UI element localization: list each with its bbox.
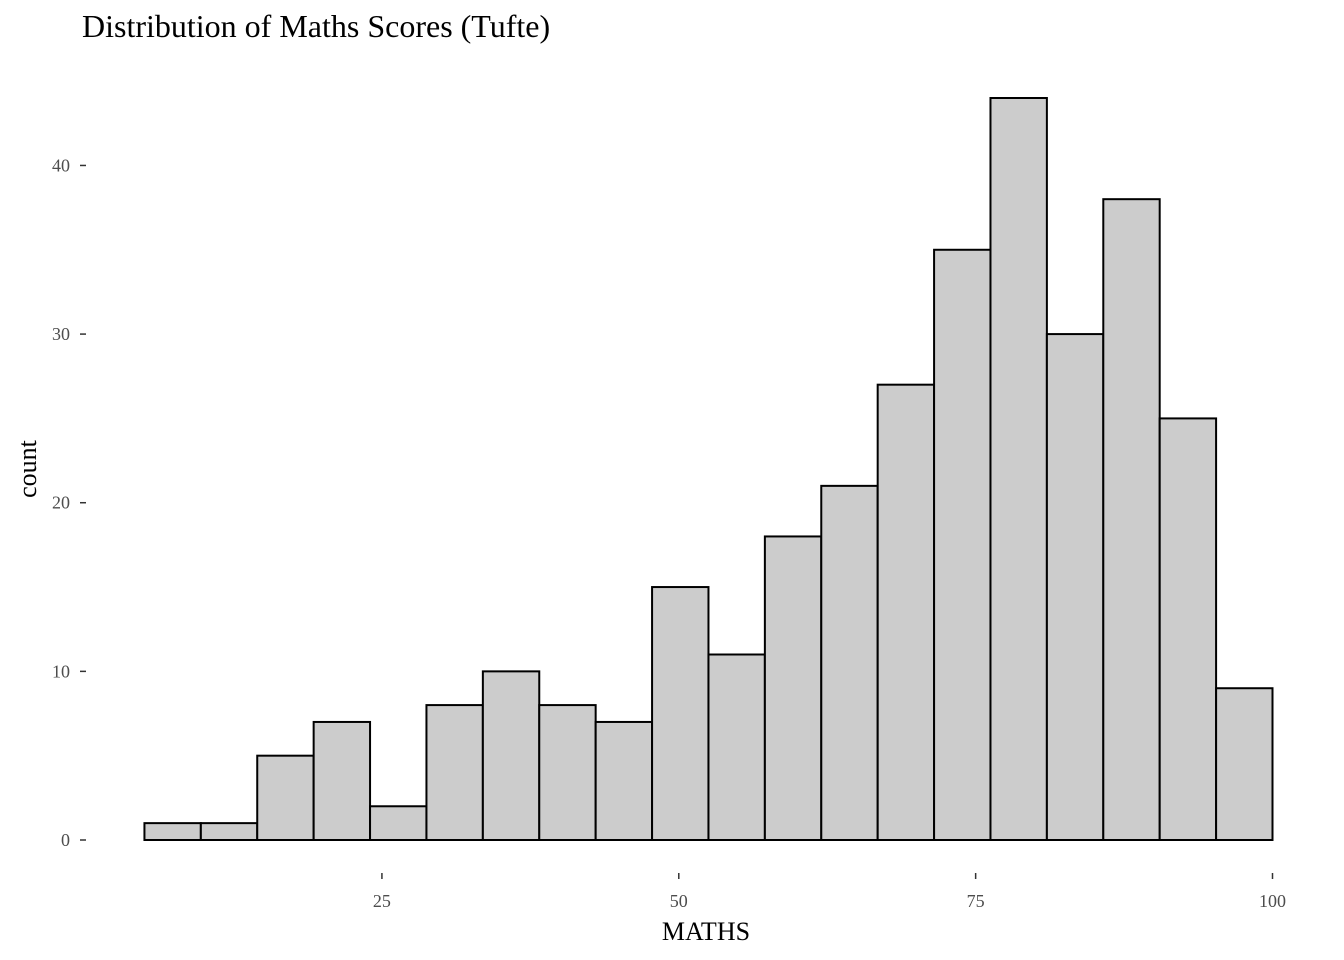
y-tick-label: 10 [52, 661, 70, 681]
histogram-bar [707, 653, 766, 841]
x-tick-label: 50 [670, 891, 688, 911]
histogram-bar [312, 720, 372, 842]
histogram-bar [481, 670, 541, 841]
histogram-bar [989, 97, 1048, 841]
y-tick-label: 40 [52, 155, 70, 175]
histogram-bar [143, 822, 202, 842]
y-tick-label: 20 [52, 493, 70, 513]
histogram-bar [763, 535, 823, 841]
chart-title: Distribution of Maths Scores (Tufte) [82, 8, 551, 44]
y-tick-label: 30 [52, 324, 70, 344]
x-tick-label: 100 [1259, 891, 1286, 911]
histogram-bar [1158, 417, 1218, 841]
y-tick-label: 0 [61, 830, 70, 850]
histogram-bar [1045, 333, 1105, 841]
histogram-bar [199, 822, 259, 842]
histogram-bar [425, 704, 484, 842]
histogram-bar [594, 720, 654, 842]
x-axis-title: MATHS [662, 917, 750, 946]
x-tick-label: 75 [967, 891, 985, 911]
histogram-bar [933, 248, 992, 841]
histogram-bar [538, 704, 597, 842]
histogram-bar [256, 754, 315, 841]
x-tick-label: 25 [373, 891, 391, 911]
histogram-bar [820, 484, 879, 841]
histogram-bar [369, 805, 428, 842]
y-axis-title: count [13, 439, 42, 498]
histogram-bar [651, 586, 710, 841]
histogram-bar [1102, 198, 1161, 841]
histogram-bar [1215, 687, 1274, 841]
histogram-bar [876, 383, 936, 841]
